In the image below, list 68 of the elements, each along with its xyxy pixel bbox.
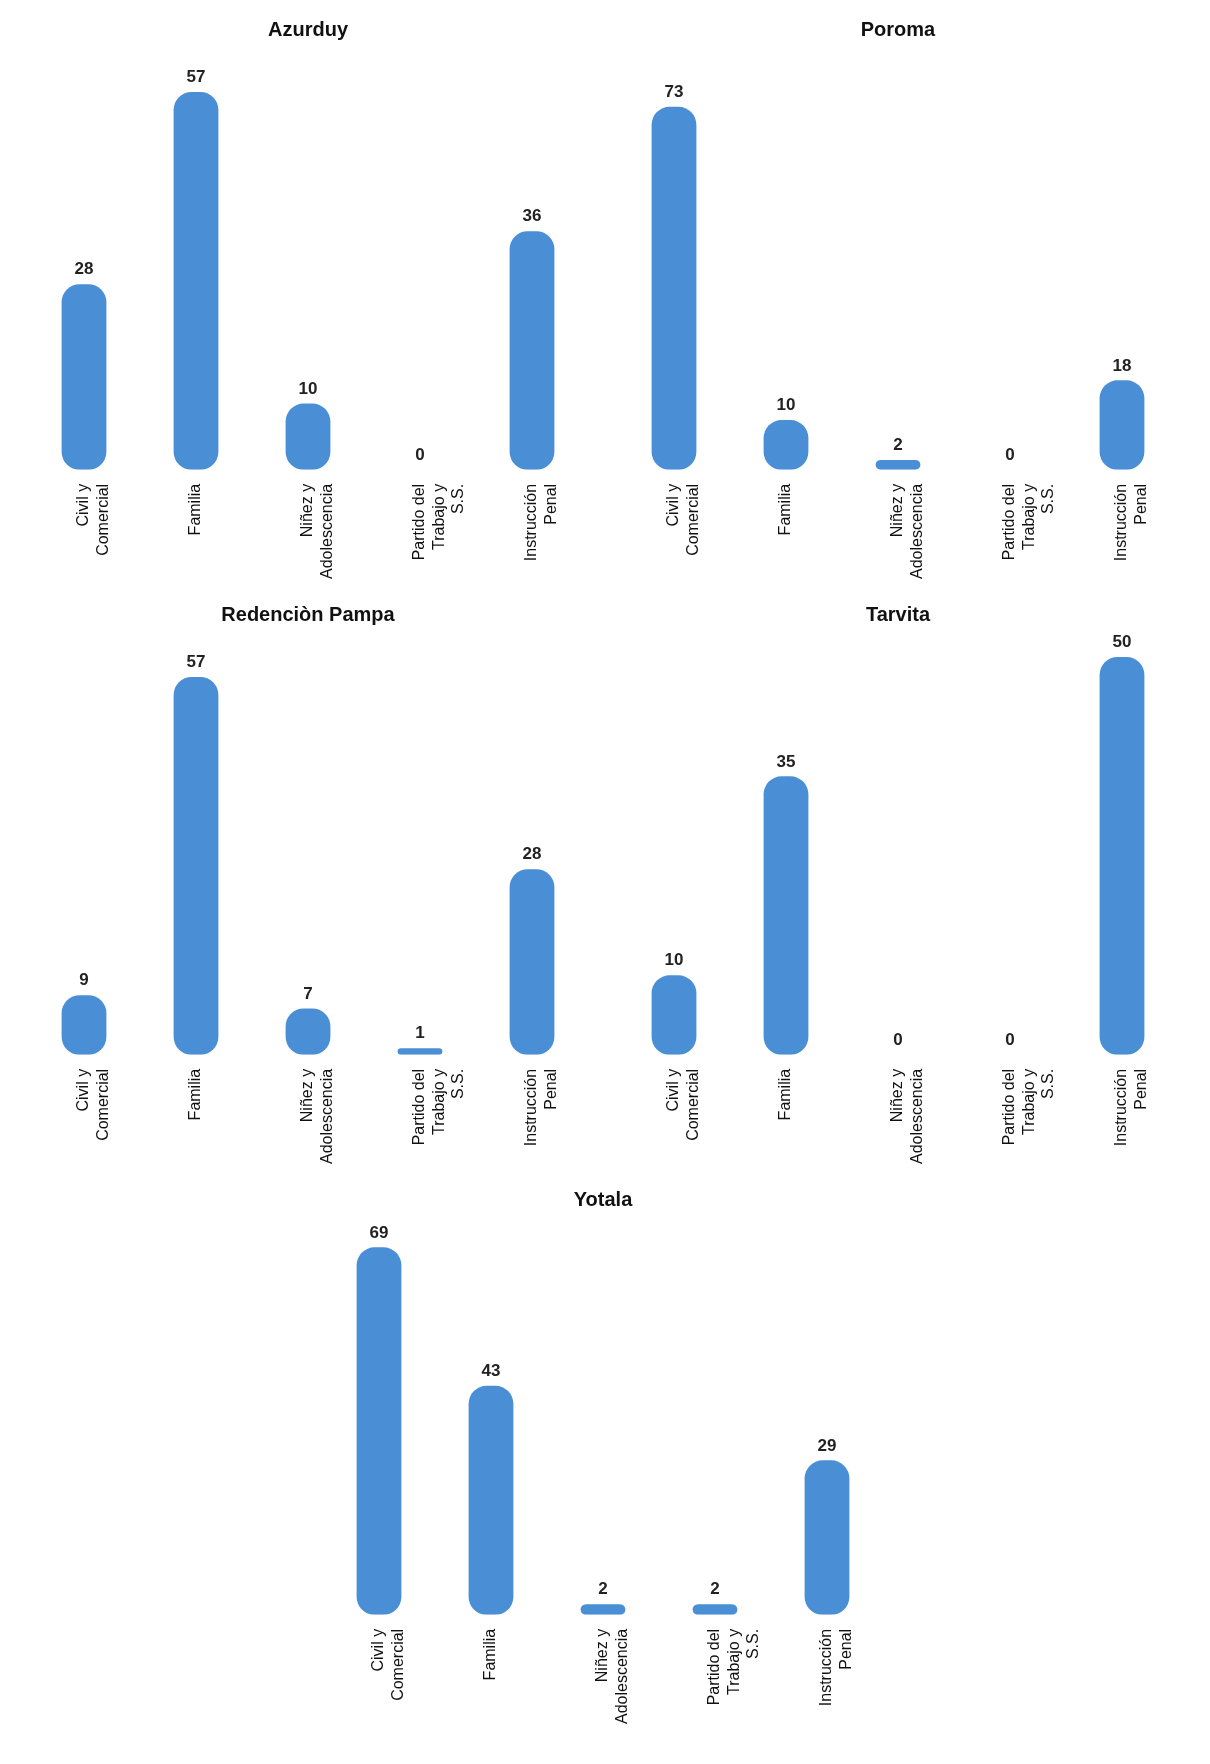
data-label: 57	[186, 652, 206, 672]
data-label: 10	[776, 395, 796, 415]
x-tick-label: Familia	[481, 1628, 499, 1681]
data-label: 0	[415, 445, 425, 465]
data-label: 0	[893, 1030, 903, 1050]
bar	[875, 459, 921, 470]
chart-title: Poroma	[860, 17, 937, 40]
data-label: 1	[415, 1023, 425, 1043]
bar	[804, 1460, 850, 1615]
x-tick-label: Familia	[776, 483, 794, 536]
x-tick-label: Civil y Comercial	[74, 1068, 111, 1141]
x-tick-label: Instrucción Penal	[522, 1068, 559, 1147]
x-tick-label: Familia	[186, 1068, 204, 1121]
x-tick-label: Familia	[186, 483, 204, 536]
data-label: 50	[1112, 632, 1132, 652]
x-tick-label: Instrucción Penal	[522, 483, 559, 562]
data-label: 10	[298, 378, 318, 398]
x-tick-label: Niñez y Adolescencia	[298, 1068, 335, 1164]
x-tick-label: Civil y Comercial	[664, 1068, 701, 1141]
bar	[397, 1048, 443, 1055]
bar	[509, 231, 555, 470]
bar	[356, 1247, 402, 1615]
x-tick-label: Partido del Trabajo y S.S.	[410, 483, 466, 561]
data-label: 28	[522, 844, 542, 864]
data-label: 57	[186, 67, 206, 87]
data-label: 69	[369, 1222, 389, 1242]
data-label: 2	[710, 1579, 720, 1599]
chart-title: Redenciòn Pampa	[221, 602, 396, 625]
x-tick-label: Partido del Trabajo y S.S.	[1000, 1068, 1056, 1146]
bar	[580, 1604, 626, 1615]
data-label: 36	[522, 206, 542, 226]
data-label: 0	[1005, 445, 1015, 465]
data-label: 29	[817, 1435, 837, 1455]
bar	[651, 106, 697, 470]
bar	[509, 869, 555, 1055]
data-label: 35	[776, 751, 796, 771]
data-label: 18	[1112, 355, 1132, 375]
x-tick-label: Instrucción Penal	[1112, 1068, 1149, 1147]
x-tick-label: Familia	[776, 1068, 794, 1121]
x-tick-label: Partido del Trabajo y S.S.	[410, 1068, 466, 1146]
data-label: 73	[664, 82, 684, 101]
chart-title: Yotala	[573, 1187, 634, 1210]
data-label: 10	[664, 950, 684, 970]
x-tick-label: Niñez y Adolescencia	[593, 1628, 630, 1724]
x-tick-label: Civil y Comercial	[369, 1628, 406, 1701]
bar	[61, 284, 107, 470]
data-label: 9	[79, 970, 89, 990]
bar	[692, 1604, 738, 1615]
chart-title: Tarvita	[865, 602, 931, 625]
x-tick-label: Niñez y Adolescencia	[888, 1068, 925, 1164]
bar	[173, 676, 219, 1055]
data-label: 2	[893, 435, 903, 455]
x-tick-label: Partido del Trabajo y S.S.	[705, 1628, 761, 1706]
bar	[173, 91, 219, 470]
data-label: 7	[303, 983, 313, 1003]
data-label: 28	[74, 259, 94, 279]
x-tick-label: Instrucción Penal	[1112, 483, 1149, 562]
data-label: 2	[598, 1579, 608, 1599]
x-tick-label: Niñez y Adolescencia	[888, 483, 925, 579]
x-tick-label: Niñez y Adolescencia	[298, 483, 335, 579]
x-tick-label: Civil y Comercial	[74, 483, 111, 556]
bar	[468, 1385, 514, 1615]
chart-title: Azurduy	[268, 17, 349, 40]
x-tick-label: Instrucción Penal	[817, 1628, 854, 1707]
x-tick-label: Partido del Trabajo y S.S.	[1000, 483, 1056, 561]
data-label: 0	[1005, 1030, 1015, 1050]
x-tick-label: Civil y Comercial	[664, 483, 701, 556]
data-label: 43	[481, 1360, 501, 1380]
